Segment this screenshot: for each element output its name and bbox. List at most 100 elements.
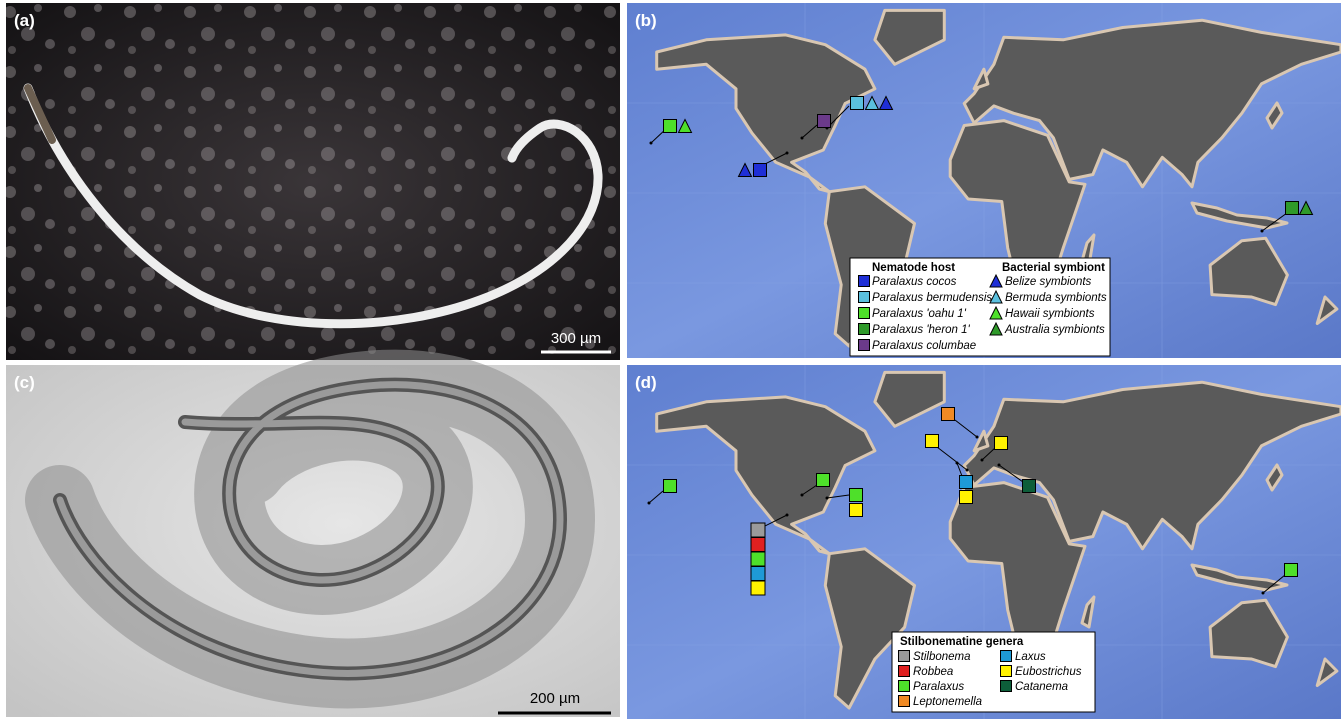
scale-label: 200 µm bbox=[530, 690, 580, 707]
panel-c: (c) 200 µm bbox=[6, 349, 620, 717]
site-dot bbox=[975, 435, 979, 439]
panel-label: (c) bbox=[14, 373, 35, 392]
leader-line bbox=[648, 490, 664, 504]
legend-entry: Australia symbionts bbox=[1004, 324, 1105, 336]
leader-line bbox=[956, 462, 963, 477]
marker-square bbox=[750, 537, 766, 552]
site-dot bbox=[980, 458, 984, 462]
nematode bbox=[23, 83, 603, 329]
legend-entry: Catanema bbox=[1015, 681, 1068, 693]
marker-square bbox=[898, 680, 910, 692]
marker-triangle bbox=[1298, 200, 1314, 215]
site-dot bbox=[785, 151, 789, 155]
leader-line bbox=[1262, 574, 1286, 594]
marker-square bbox=[750, 522, 766, 538]
site-dot bbox=[1260, 229, 1264, 233]
site-dot bbox=[800, 136, 804, 140]
legend-box bbox=[849, 257, 1111, 357]
marker-square bbox=[1022, 479, 1036, 493]
marker-triangle bbox=[989, 273, 1003, 288]
marker-square bbox=[941, 407, 955, 421]
scale-label: 300 µm bbox=[551, 330, 601, 347]
legend-entry: Leptonemella bbox=[913, 696, 982, 708]
marker-square bbox=[1285, 201, 1299, 215]
site-dot bbox=[965, 468, 969, 472]
marker-square bbox=[850, 96, 864, 110]
marker-square bbox=[1000, 665, 1012, 677]
site-dot bbox=[647, 501, 651, 505]
site-dot bbox=[955, 461, 959, 465]
marker-square bbox=[858, 291, 870, 303]
legend-entry: Paralaxus 'oahu 1' bbox=[872, 308, 967, 320]
marker-square bbox=[750, 566, 766, 581]
marker-square bbox=[816, 473, 830, 487]
legend-entry: Paralaxus 'heron 1' bbox=[872, 324, 971, 336]
panel-label: (a) bbox=[14, 11, 35, 30]
legend-entry: Paralaxus bbox=[913, 681, 964, 693]
panel-b: (b) Nematode host Bacterial symbiont Paral… bbox=[625, 1, 1341, 360]
marker-square bbox=[898, 665, 910, 677]
legend: Nematode host Bacterial symbiont Paralaxus… bbox=[849, 257, 1111, 357]
marker-square bbox=[663, 119, 677, 133]
marker-square bbox=[858, 275, 870, 287]
legend-entry: Hawaii symbionts bbox=[1005, 308, 1095, 320]
marker-square bbox=[959, 475, 973, 489]
marker-square bbox=[817, 114, 831, 128]
legend-entry: Eubostrichus bbox=[1015, 666, 1082, 678]
marker-triangle bbox=[989, 289, 1003, 304]
panel-label: (b) bbox=[635, 11, 657, 30]
marker-square bbox=[898, 650, 910, 662]
site-dot bbox=[997, 463, 1001, 467]
site-dot bbox=[825, 496, 829, 500]
marker-square bbox=[959, 490, 973, 504]
marker-triangle bbox=[989, 305, 1003, 320]
marker-square bbox=[898, 695, 910, 707]
nematode-inner bbox=[56, 381, 564, 677]
leader-line bbox=[998, 464, 1024, 483]
legend-box bbox=[891, 631, 1096, 713]
legend-entry: Robbea bbox=[913, 666, 953, 678]
marker-square bbox=[663, 479, 677, 493]
leader-line bbox=[826, 494, 850, 499]
marker-triangle bbox=[864, 95, 880, 110]
panel-d: (d) Stilbonematine genera Stilbonema Robbe… bbox=[625, 363, 1341, 722]
legend-title: Stilbonematine genera bbox=[900, 636, 1024, 648]
legend-entry: Paralaxus cocos bbox=[872, 276, 957, 288]
marker-square bbox=[849, 503, 863, 517]
site-dot bbox=[1261, 591, 1265, 595]
marker-square bbox=[925, 434, 939, 448]
legend: Stilbonematine genera Stilbonema Robbea Par… bbox=[891, 631, 1096, 713]
legend-entry: Stilbonema bbox=[913, 651, 971, 663]
marker-square bbox=[1000, 650, 1012, 662]
marker-triangle bbox=[878, 95, 894, 110]
leader-line bbox=[1261, 212, 1288, 232]
legend-entry: Laxus bbox=[1015, 651, 1046, 663]
marker-square bbox=[750, 580, 766, 596]
marker-triangle bbox=[737, 162, 753, 177]
marker-square bbox=[858, 307, 870, 319]
legend-entry: Belize symbionts bbox=[1005, 276, 1092, 288]
site-dot bbox=[649, 141, 653, 145]
site-dot bbox=[800, 493, 804, 497]
leader-line bbox=[954, 419, 978, 438]
marker-square bbox=[858, 339, 870, 351]
marker-square bbox=[750, 551, 766, 567]
marker-square bbox=[849, 488, 863, 502]
leader-line bbox=[801, 124, 818, 139]
legend-title: Bacterial symbiont bbox=[1002, 262, 1105, 274]
legend-title: Nematode host bbox=[872, 262, 955, 274]
leader-line bbox=[981, 447, 996, 461]
legend-entry: Paralaxus bermudensis bbox=[872, 292, 992, 304]
site-dot bbox=[785, 513, 789, 517]
marker-triangle bbox=[677, 118, 693, 133]
panel-a: (a) 300 µm bbox=[6, 3, 620, 360]
leader-line bbox=[936, 446, 968, 471]
legend-entry: Bermuda symbionts bbox=[1005, 292, 1107, 304]
marker-square bbox=[994, 436, 1008, 450]
nematode-tip bbox=[24, 84, 56, 144]
marker-square bbox=[1000, 680, 1012, 692]
panel-label: (d) bbox=[635, 373, 657, 392]
marker-square bbox=[753, 163, 767, 177]
leader-line bbox=[801, 484, 818, 496]
